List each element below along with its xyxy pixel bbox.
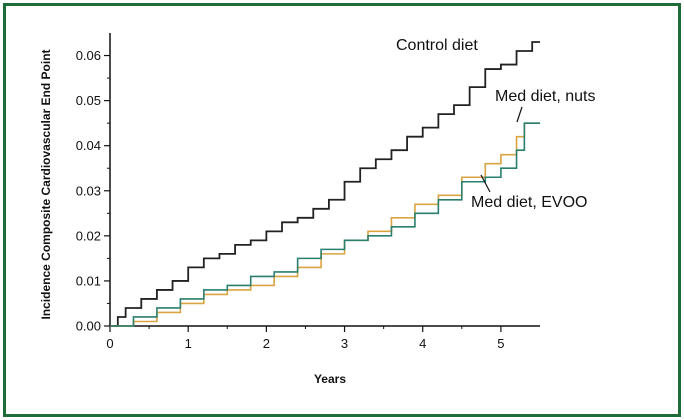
series-line-2 (110, 122, 540, 327)
y-tick-label: 0.04 (76, 138, 101, 153)
series-line-1 (110, 122, 540, 327)
label-leader-line (480, 174, 491, 193)
series-label-1: Med diet, nuts (495, 88, 596, 105)
x-tick-label: 0 (106, 336, 113, 351)
y-tick-label: 0.01 (76, 273, 101, 288)
y-axis-title: Incidence Composite Cardiovascular End P… (39, 49, 53, 319)
label-leader-line (516, 106, 523, 123)
x-axis-title: Years (314, 372, 346, 386)
y-tick-label: 0.06 (76, 48, 101, 63)
y-tick-label: 0.02 (76, 228, 101, 243)
series-label-0: Control diet (396, 37, 478, 54)
x-tick-label: 1 (185, 336, 192, 351)
series-label-2: Med diet, EVOO (471, 194, 588, 211)
y-tick-label: 0.05 (76, 93, 101, 108)
series-line-0 (110, 41, 540, 327)
chart-frame (3, 3, 681, 417)
y-tick-label: 0.03 (76, 183, 101, 198)
series-lines (110, 41, 540, 327)
x-tick-label: 2 (263, 336, 270, 351)
x-tick-label: 4 (419, 336, 426, 351)
axes: 0.00 0.01 0.02 0.03 0.04 0.05 0.06 0 1 2 3 4 5 (76, 33, 540, 351)
x-tick-label: 3 (341, 336, 348, 351)
x-tick-label: 5 (497, 336, 504, 351)
series-labels: Control diet Med diet, nuts Med diet, EVOO (396, 37, 596, 211)
y-tick-label: 0.00 (76, 319, 101, 334)
